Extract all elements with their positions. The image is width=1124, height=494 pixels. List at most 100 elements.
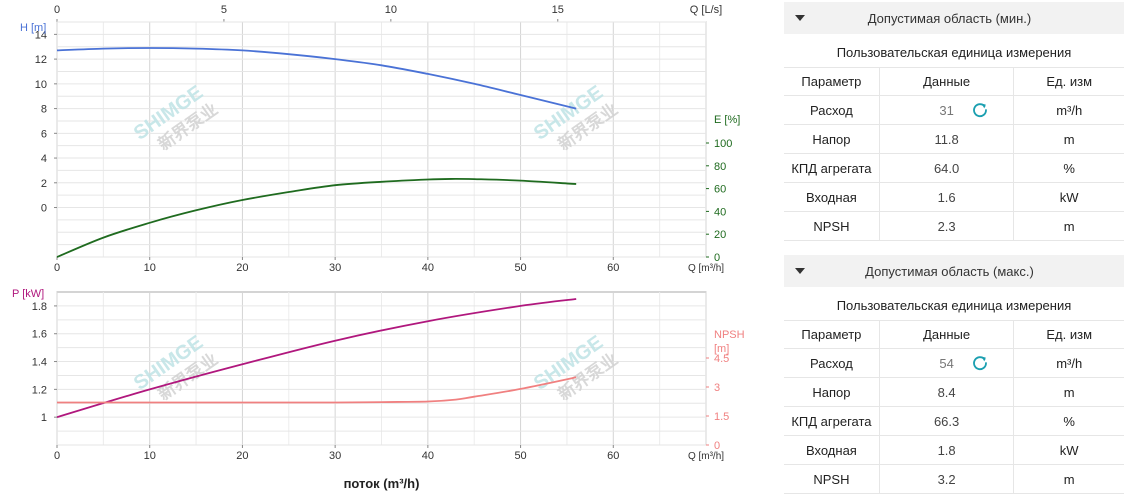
top-axis-label: Q [L/s]	[690, 4, 722, 16]
y-left-tick-label: 1.2	[32, 384, 47, 396]
unit-head: m	[1013, 377, 1124, 407]
y-right-tick-label: 80	[714, 161, 726, 173]
table-row: NPSH 2.3 m	[784, 211, 1124, 241]
unit-flow: m³/h	[1013, 348, 1124, 378]
y-left-tick-label: 0	[41, 203, 47, 215]
x-tick-label: 20	[236, 262, 248, 274]
y-left-axis-label: P [kW]	[12, 288, 44, 300]
param-head-label: Напор	[784, 124, 880, 154]
param-head-label: Напор	[784, 377, 880, 407]
y-right-axis-label: E [%]	[714, 114, 740, 126]
head-value: 8.4	[879, 377, 1015, 407]
npsh-value: 3.2	[879, 464, 1015, 494]
y-right-tick-label: 0	[714, 440, 720, 452]
flow-value-input[interactable]: 54	[939, 355, 954, 371]
top-tick-label: 15	[552, 4, 564, 16]
x-tick-label: 50	[514, 450, 526, 462]
y-right-tick-label: 60	[714, 184, 726, 196]
series-line-p	[56, 298, 577, 419]
unit-head: m	[1013, 124, 1124, 154]
flow-value-input[interactable]: 31	[939, 102, 954, 118]
x-axis-label: Q [m³/h]	[688, 263, 724, 274]
y-right-axis-label: NPSH	[714, 329, 745, 341]
y-left-tick-label: 1.8	[32, 301, 47, 313]
unit-input: kW	[1013, 435, 1124, 465]
unit-efficiency: %	[1013, 406, 1124, 436]
y-right-axis-unit: [m]	[714, 343, 729, 355]
col-data-header: Данные	[879, 67, 1015, 96]
param-npsh-label: NPSH	[784, 464, 880, 494]
input-value: 1.8	[879, 435, 1015, 465]
refresh-icon[interactable]	[971, 101, 989, 119]
triangle-down-icon[interactable]	[795, 15, 805, 21]
col-unit-header: Ед. изм	[1013, 67, 1124, 96]
x-tick-label: 20	[236, 450, 248, 462]
table-row: Напор 8.4 m	[784, 377, 1124, 407]
y-right-tick-label: 20	[714, 229, 726, 241]
table-row: Входная 1.8 kW	[784, 435, 1124, 465]
table-header-row: Параметр Данные Ед. изм	[784, 67, 1124, 96]
y-left-tick-label: 1	[41, 412, 47, 424]
param-input-label: Входная	[784, 435, 880, 465]
efficiency-value: 66.3	[879, 406, 1015, 436]
param-flow-label: Расход	[784, 348, 880, 378]
panel-max-title: Допустимая область (макс.)	[865, 263, 1034, 279]
x-tick-label: 40	[422, 262, 434, 274]
npsh-value: 2.3	[879, 211, 1015, 241]
x-tick-label: 50	[514, 262, 526, 274]
y-right-tick-label: 1.5	[714, 411, 729, 423]
table-row: КПД агрегата 64.0 %	[784, 153, 1124, 183]
x-tick-label: 60	[607, 450, 619, 462]
unit-efficiency: %	[1013, 153, 1124, 183]
triangle-down-icon[interactable]	[795, 268, 805, 274]
y-right-tick-label: 3	[714, 382, 720, 394]
x-tick-label: 60	[607, 262, 619, 274]
series-line-h	[56, 47, 577, 110]
y-left-tick-label: 14	[35, 29, 47, 41]
col-unit-header: Ед. изм	[1013, 320, 1124, 349]
table-row: Расход 31 m³/h	[784, 95, 1124, 125]
y-right-tick-label: 4.5	[714, 353, 729, 365]
param-efficiency-label: КПД агрегата	[784, 406, 880, 436]
y-left-tick-label: 6	[41, 128, 47, 140]
y-left-tick-label: 8	[41, 104, 47, 116]
panel-max-unit-label: Пользовательская единица измерения	[784, 290, 1124, 321]
col-param-header: Параметр	[784, 320, 880, 349]
table-header-row: Параметр Данные Ед. изм	[784, 320, 1124, 349]
y-right-tick-label: 40	[714, 206, 726, 218]
x-tick-label: 30	[329, 450, 341, 462]
panel-min-header[interactable]: Допустимая область (мин.)	[784, 2, 1124, 34]
param-flow-label: Расход	[784, 95, 880, 125]
y-left-tick-label: 2	[41, 178, 47, 190]
y-left-tick-label: 10	[35, 79, 47, 91]
efficiency-value: 64.0	[879, 153, 1015, 183]
top-tick-label: 5	[221, 4, 227, 16]
top-tick-label: 10	[385, 4, 397, 16]
unit-input: kW	[1013, 182, 1124, 212]
param-npsh-label: NPSH	[784, 211, 880, 241]
table-row: Расход 54 m³/h	[784, 348, 1124, 378]
top-tick-label: 0	[54, 4, 60, 16]
panel-min-title: Допустимая область (мин.)	[867, 10, 1032, 26]
y-left-tick-label: 12	[35, 54, 47, 66]
panel-max-header[interactable]: Допустимая область (макс.)	[784, 255, 1124, 287]
x-tick-label: 10	[144, 450, 156, 462]
col-param-header: Параметр	[784, 67, 880, 96]
x-tick-label: 40	[422, 450, 434, 462]
bottom-axis-title: поток (m³/h)	[344, 476, 420, 491]
table-row: Напор 11.8 m	[784, 124, 1124, 154]
y-right-tick-label: 100	[714, 138, 732, 150]
series-line-e	[56, 177, 577, 258]
table-row: КПД агрегата 66.3 %	[784, 406, 1124, 436]
x-tick-label: 0	[54, 262, 60, 274]
input-value: 1.6	[879, 182, 1015, 212]
unit-npsh: m	[1013, 464, 1124, 494]
y-left-tick-label: 4	[41, 153, 47, 165]
series-line-npsh	[57, 376, 577, 404]
y-left-tick-label: 1.4	[32, 357, 47, 369]
refresh-icon[interactable]	[971, 354, 989, 372]
x-tick-label: 10	[144, 262, 156, 274]
panel-max-table: Параметр Данные Ед. изм Расход 54 m³/h Н…	[784, 320, 1124, 494]
x-axis-label: Q [m³/h]	[688, 451, 724, 462]
x-tick-label: 30	[329, 262, 341, 274]
